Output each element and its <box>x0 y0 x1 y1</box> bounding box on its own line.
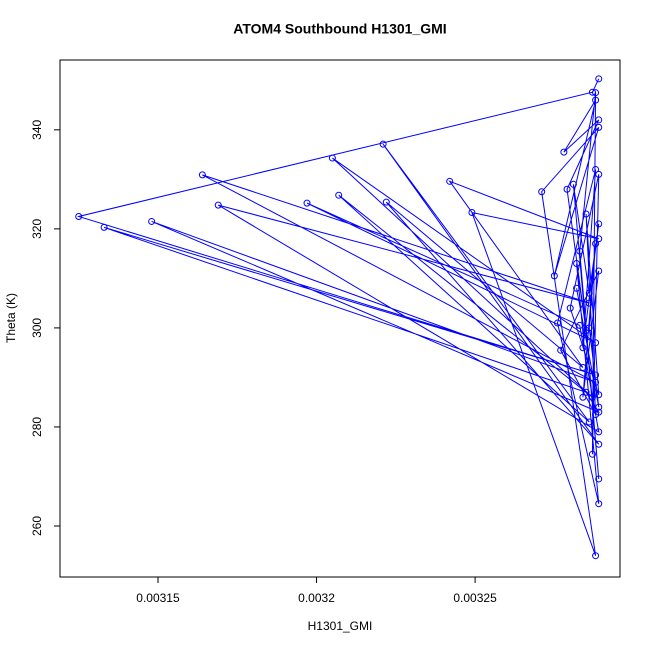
point <box>585 299 593 307</box>
point <box>75 212 83 220</box>
point <box>582 388 590 396</box>
point <box>588 393 596 401</box>
point <box>566 304 574 312</box>
point <box>560 148 568 156</box>
point <box>595 391 603 399</box>
point <box>550 272 558 280</box>
point <box>585 289 593 297</box>
x-tick-label: 0.00315 <box>136 591 180 605</box>
point <box>198 171 206 179</box>
point <box>382 198 390 206</box>
x-tick-label: 0.0032 <box>298 591 335 605</box>
y-tick-label: 320 <box>30 219 44 239</box>
point <box>335 191 343 199</box>
point <box>595 170 603 178</box>
point <box>595 428 603 436</box>
point <box>595 235 603 243</box>
point <box>468 209 476 217</box>
point <box>595 75 603 83</box>
point <box>328 154 336 162</box>
point <box>595 403 603 411</box>
y-tick-label: 300 <box>30 318 44 338</box>
point <box>573 284 581 292</box>
point <box>592 411 600 419</box>
point <box>585 324 593 332</box>
point <box>569 180 577 188</box>
point <box>592 339 600 347</box>
chart-title: ATOM4 Southbound H1301_GMI <box>233 21 446 37</box>
point <box>579 364 587 372</box>
point <box>592 96 600 104</box>
y-tick-label: 260 <box>30 516 44 536</box>
point <box>588 450 596 458</box>
point <box>446 177 454 185</box>
point <box>592 378 600 386</box>
point <box>303 199 311 207</box>
point <box>592 371 600 379</box>
point <box>595 116 603 124</box>
point <box>557 346 565 354</box>
y-axis-label: Theta (K) <box>4 293 18 343</box>
point <box>554 319 562 327</box>
point <box>592 89 600 97</box>
point <box>576 247 584 255</box>
x-tick-label: 0.00325 <box>453 591 497 605</box>
point <box>592 552 600 560</box>
x-axis-label: H1301_GMI <box>308 619 373 633</box>
point <box>595 500 603 508</box>
point <box>582 210 590 218</box>
point <box>573 260 581 268</box>
point <box>585 418 593 426</box>
point <box>595 267 603 275</box>
point <box>588 88 596 96</box>
point <box>538 188 546 196</box>
y-tick-label: 340 <box>30 119 44 139</box>
point <box>579 393 587 401</box>
series-line <box>76 78 601 556</box>
point <box>595 440 603 448</box>
point <box>576 321 584 329</box>
point <box>148 217 156 225</box>
y-tick-label: 280 <box>30 417 44 437</box>
point <box>595 475 603 483</box>
point <box>214 201 222 209</box>
point <box>563 185 571 193</box>
plot-frame <box>59 59 621 578</box>
point <box>595 123 603 131</box>
point <box>579 344 587 352</box>
point <box>592 165 600 173</box>
point <box>595 220 603 228</box>
point <box>379 140 387 148</box>
point <box>100 223 108 231</box>
point <box>592 240 600 248</box>
